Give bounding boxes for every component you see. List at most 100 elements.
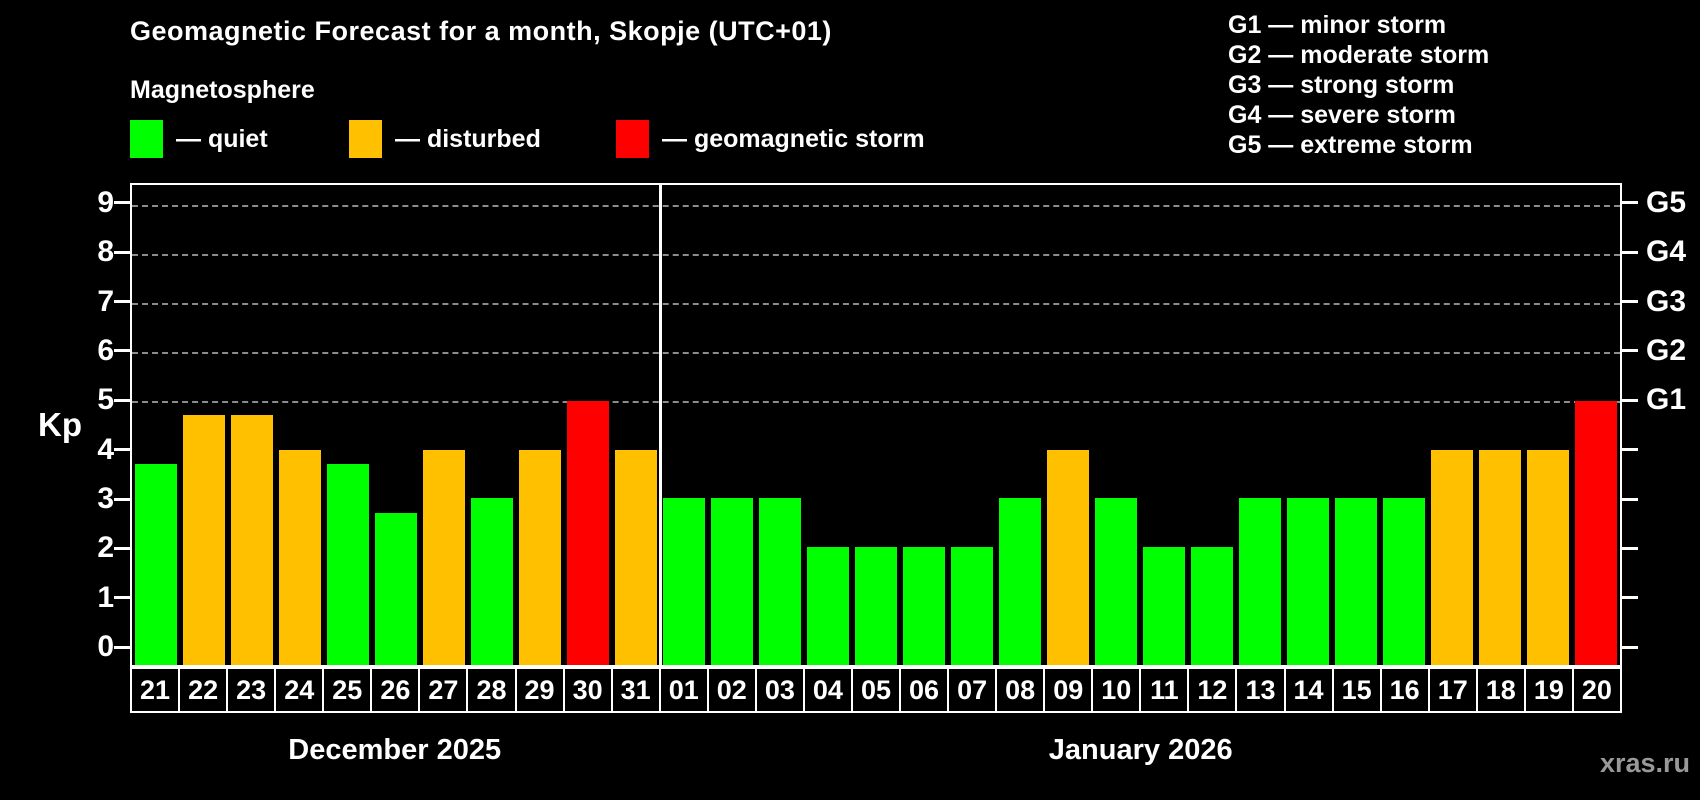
day-label-14: 14 — [1283, 667, 1334, 713]
day-label-23: 23 — [226, 667, 277, 713]
day-label-08: 08 — [995, 667, 1046, 713]
quiet-color-swatch — [130, 120, 163, 158]
y-tick-label-7: 7 — [97, 284, 114, 318]
bar-slot-16 — [1380, 185, 1428, 665]
kp-bar-day-30 — [567, 400, 609, 665]
y-axis-label: Kp — [38, 406, 82, 443]
bar-slot-08 — [996, 185, 1044, 665]
bar-slot-05 — [852, 185, 900, 665]
disturbed-color-swatch — [349, 120, 382, 158]
y-tick-label-8: 8 — [97, 235, 114, 269]
day-label-29: 29 — [514, 667, 565, 713]
bar-slot-27 — [420, 185, 468, 665]
y-tick-left-0 — [114, 645, 130, 649]
g-legend-line: G3 — strong storm — [1228, 71, 1455, 99]
bar-slot-29 — [516, 185, 564, 665]
y-tick-right-6 — [1622, 349, 1638, 353]
y-tick-right-0 — [1622, 645, 1638, 649]
bar-slot-03 — [756, 185, 804, 665]
kp-bar-day-01 — [663, 498, 705, 665]
y-tick-left-7 — [114, 300, 130, 304]
g-scale-legend: G1 — minor storm G2 — moderate storm G3 — … — [1228, 10, 1489, 160]
bar-slot-25 — [324, 185, 372, 665]
g-tick-label-G4: G4 — [1646, 235, 1687, 269]
day-label-19: 19 — [1523, 667, 1574, 713]
day-label-27: 27 — [418, 667, 469, 713]
day-label-02: 02 — [706, 667, 757, 713]
kp-bar-day-17 — [1431, 449, 1473, 665]
kp-bar-day-06 — [903, 547, 945, 665]
bar-slot-01 — [660, 185, 708, 665]
g-legend-line: G2 — moderate storm — [1228, 41, 1490, 69]
y-tick-left-4 — [114, 448, 130, 452]
legend-item-quiet: — quiet — [130, 119, 268, 159]
legend-label-storm: — geomagnetic storm — [662, 124, 925, 153]
g-tick-label-G1: G1 — [1646, 383, 1687, 417]
gridline-kp5 — [132, 400, 1620, 403]
bar-slot-06 — [900, 185, 948, 665]
watermark: xras.ru — [1599, 748, 1690, 778]
bar-slot-26 — [372, 185, 420, 665]
day-label-06: 06 — [899, 667, 950, 713]
y-tick-label-5: 5 — [97, 383, 114, 417]
bar-slot-15 — [1332, 185, 1380, 665]
kp-bar-day-24 — [279, 449, 321, 665]
day-label-17: 17 — [1427, 667, 1478, 713]
kp-bar-day-16 — [1383, 498, 1425, 665]
y-tick-left-1 — [114, 596, 130, 600]
month-label-january: January 2026 — [1048, 734, 1233, 766]
bar-slot-09 — [1044, 185, 1092, 665]
bar-slot-19 — [1524, 185, 1572, 665]
y-tick-left-8 — [114, 250, 130, 254]
gridline-kp9 — [132, 204, 1620, 207]
gridline-kp7 — [132, 302, 1620, 305]
day-label-07: 07 — [947, 667, 998, 713]
kp-bar-day-10 — [1095, 498, 1137, 665]
day-label-22: 22 — [178, 667, 229, 713]
bar-slot-14 — [1284, 185, 1332, 665]
kp-bar-day-03 — [759, 498, 801, 665]
bar-slot-22 — [180, 185, 228, 665]
y-tick-right-2 — [1622, 546, 1638, 550]
day-label-18: 18 — [1475, 667, 1526, 713]
y-tick-right-7 — [1622, 300, 1638, 304]
kp-bar-day-19 — [1527, 449, 1569, 665]
g-tick-label-G5: G5 — [1646, 185, 1687, 219]
bar-slot-04 — [804, 185, 852, 665]
legend-item-storm: — geomagnetic storm — [616, 119, 925, 159]
bar-slot-13 — [1236, 185, 1284, 665]
day-label-09: 09 — [1043, 667, 1094, 713]
bar-slot-24 — [276, 185, 324, 665]
kp-bar-day-20 — [1575, 400, 1617, 665]
kp-bar-day-25 — [327, 464, 369, 665]
kp-bar-day-04 — [807, 547, 849, 665]
day-label-30: 30 — [562, 667, 613, 713]
kp-bar-day-05 — [855, 547, 897, 665]
kp-bar-day-12 — [1191, 547, 1233, 665]
legend-item-disturbed: — disturbed — [349, 119, 541, 159]
gridline-kp6 — [132, 351, 1620, 354]
g-tick-label-G2: G2 — [1646, 333, 1687, 367]
day-label-25: 25 — [322, 667, 373, 713]
day-label-04: 04 — [802, 667, 853, 713]
y-tick-right-1 — [1622, 596, 1638, 600]
bar-slot-10 — [1092, 185, 1140, 665]
bar-slot-23 — [228, 185, 276, 665]
y-tick-left-3 — [114, 497, 130, 501]
g-tick-label-G3: G3 — [1646, 284, 1687, 318]
bar-slot-02 — [708, 185, 756, 665]
kp-bar-day-18 — [1479, 449, 1521, 665]
g-legend-line: G1 — minor storm — [1228, 11, 1447, 39]
y-tick-right-4 — [1622, 448, 1638, 452]
g-legend-line: G4 — severe storm — [1228, 101, 1456, 129]
kp-bar-day-13 — [1239, 498, 1281, 665]
day-label-28: 28 — [466, 667, 517, 713]
kp-bar-day-07 — [951, 547, 993, 665]
bars-container — [132, 185, 1620, 665]
bar-slot-28 — [468, 185, 516, 665]
day-label-21: 21 — [130, 667, 181, 713]
bar-slot-11 — [1140, 185, 1188, 665]
kp-bar-day-23 — [231, 415, 273, 665]
legend-label-disturbed: — disturbed — [395, 124, 541, 153]
